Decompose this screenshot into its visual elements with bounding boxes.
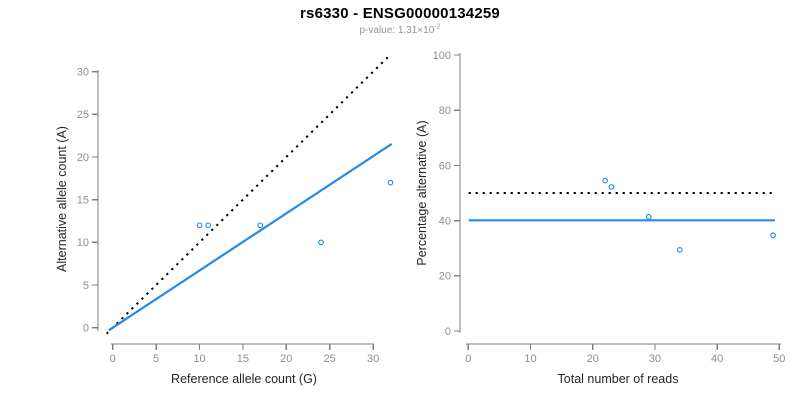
- plot-subtitle: p-value: 1.31×10-2: [0, 23, 800, 36]
- data-point: [608, 184, 615, 190]
- y-tick-label: 30: [77, 67, 89, 79]
- data-point: [770, 232, 776, 239]
- x-tick-label: 0: [110, 353, 116, 365]
- y-tick-label: 25: [77, 109, 89, 121]
- data-point: [387, 179, 394, 186]
- x-tick-label: 30: [649, 353, 661, 365]
- data-point: [257, 222, 264, 229]
- y-tick-label: 0: [445, 326, 451, 338]
- axes: [454, 53, 781, 350]
- y-tick-label: 15: [77, 195, 89, 207]
- y-axis-title: Percentage alternative (A): [415, 120, 429, 265]
- p-value-text: p-value: 1.31×10: [359, 25, 435, 36]
- data-points: [196, 179, 394, 246]
- y-tick-label: 0: [83, 323, 89, 335]
- axes: [92, 70, 374, 350]
- data-point: [645, 213, 652, 220]
- data-point: [676, 247, 683, 253]
- x-tick-label: 40: [711, 353, 723, 365]
- y-tick-label: 80: [439, 105, 451, 117]
- x-tick-label: 50: [773, 353, 785, 365]
- y-tick-label: 5: [83, 280, 89, 292]
- x-tick-label: 15: [237, 353, 249, 365]
- x-tick-label: 10: [524, 353, 536, 365]
- data-point: [602, 177, 608, 184]
- x-axis-title: Total number of reads: [558, 372, 679, 386]
- fit-line: [108, 142, 393, 332]
- identity-line: [105, 56, 389, 335]
- x-tick-label: 30: [367, 353, 379, 365]
- chart-allele-counts-scatter: 0 5 10 15 20 25 30 0 5 10 15 20 25 30 Reference allele…: [55, 56, 394, 386]
- x-tick-label: 20: [280, 353, 292, 365]
- x-tick-label: 25: [324, 353, 336, 365]
- data-point: [318, 239, 324, 246]
- p-value-exponent: -2: [434, 23, 441, 31]
- y-tick-label: 100: [433, 50, 451, 62]
- y-tick-label: 60: [439, 160, 451, 172]
- plot-title: rs6330 - ENSG00000134259: [300, 5, 500, 22]
- x-tick-label: 0: [465, 353, 471, 365]
- data-points: [602, 177, 776, 253]
- y-tick-label: 40: [439, 215, 451, 227]
- x-tick-label: 20: [587, 353, 599, 365]
- y-axis-title: Alternative allele count (A): [55, 126, 69, 272]
- data-point: [196, 222, 203, 229]
- x-tick-label: 10: [193, 353, 205, 365]
- x-axis-title: Reference allele count (G): [171, 372, 317, 386]
- x-tick-label: 5: [153, 353, 159, 365]
- y-tick-label: 20: [77, 152, 89, 164]
- y-tick-label: 10: [77, 237, 89, 249]
- y-tick-label: 20: [439, 271, 451, 283]
- chart-percentage-alternative-scatter: 0 10 20 30 40 50 0 20 40 60 80 100 Total number of r…: [415, 50, 785, 386]
- data-point: [205, 222, 212, 229]
